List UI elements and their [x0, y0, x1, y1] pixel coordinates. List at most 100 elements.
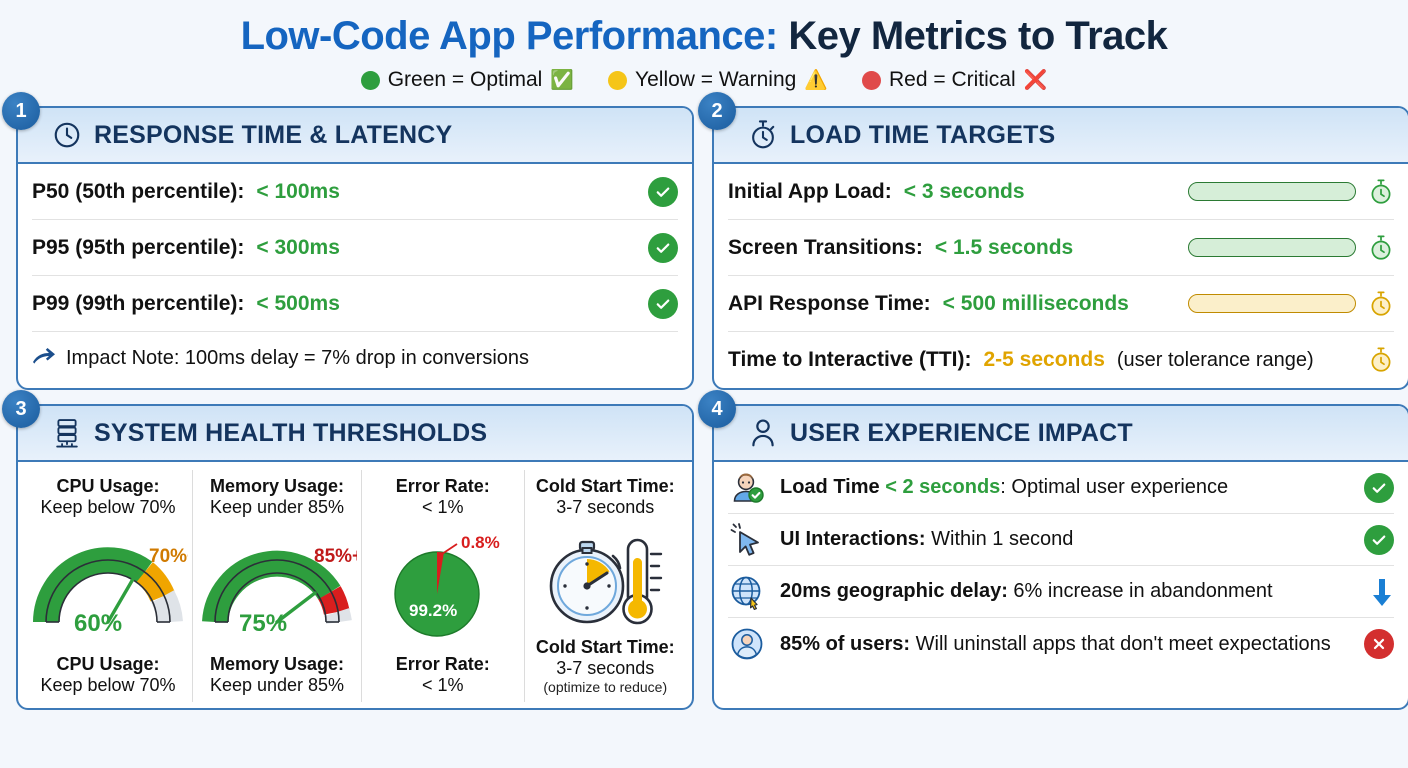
metric-label: Screen Transitions:	[728, 235, 923, 259]
page-title: Low-Code App Performance: Key Metrics to…	[0, 0, 1408, 58]
status-ok-icon	[1364, 524, 1394, 555]
column-top-label: Memory Usage: Keep under 85%	[210, 476, 344, 518]
panel-response-time: 1 RESPONSE TIME & LATENCY P50 (50th perc…	[2, 92, 694, 390]
clock-icon	[52, 120, 82, 150]
memory-threshold-label: 85%+	[314, 546, 357, 567]
ux-highlight: < 2 seconds	[885, 476, 1001, 498]
memory-gauge-chart: 85%+ 75%	[197, 520, 357, 651]
panel-body-2: Initial App Load: < 3 seconds Screen Tra…	[714, 164, 1408, 388]
column-key: Cold Start Time:	[535, 476, 675, 496]
health-column-cpu: CPU Usage: Keep below 70%	[24, 470, 193, 702]
metric-value: < 300ms	[256, 235, 340, 259]
panel-title-1: RESPONSE TIME & LATENCY	[94, 120, 453, 149]
column-key: Memory Usage:	[209, 476, 345, 496]
column-value: Keep under 85%	[209, 497, 345, 518]
person-check-icon	[728, 469, 766, 507]
panel-header-4: USER EXPERIENCE IMPACT	[714, 406, 1408, 462]
column-key: Error Rate:	[395, 476, 490, 496]
column-key: Memory Usage:	[209, 653, 345, 674]
column-bottom-label: Error Rate: < 1%	[396, 654, 490, 696]
health-column-cold-start: Cold Start Time: 3-7 seconds	[525, 470, 687, 702]
column-value: 3-7 seconds	[556, 658, 655, 679]
ux-rest: : Optimal user experience	[1000, 476, 1229, 498]
column-bottom-label: Memory Usage: Keep under 85%	[210, 654, 344, 696]
stopwatch-icon	[748, 119, 778, 151]
metric-value: < 3 seconds	[903, 179, 1025, 203]
ux-rest: Will uninstall apps that don't meet expe…	[910, 632, 1331, 655]
column-key: CPU Usage:	[56, 653, 160, 674]
cpu-gauge-chart: 70%+ 60%	[28, 520, 188, 651]
thermometer-icon	[622, 538, 663, 625]
metric-row: Time to Interactive (TTI): 2-5 seconds (…	[728, 332, 1394, 388]
column-value: Keep below 70%	[40, 497, 176, 518]
metric-value: < 500 milliseconds	[942, 291, 1129, 315]
column-key: Error Rate:	[395, 653, 490, 674]
panel-body-4: Load Time < 2 seconds: Optimal user expe…	[714, 462, 1408, 670]
column-bottom-label: Cold Start Time: 3-7 seconds (optimize t…	[536, 637, 675, 696]
metric-label: Time to Interactive (TTI):	[728, 348, 972, 371]
legend-item-green: Green = Optimal ✅	[360, 68, 574, 92]
progress-bar	[1188, 294, 1356, 313]
metric-value: < 1.5 seconds	[934, 235, 1074, 259]
server-icon	[52, 417, 82, 449]
metric-label: API Response Time:	[728, 291, 931, 315]
panel-title-2: LOAD TIME TARGETS	[790, 120, 1056, 149]
column-top-label: Cold Start Time: 3-7 seconds	[536, 476, 675, 518]
panel-user-experience: 4 USER EXPERIENCE IMPACT	[698, 390, 1408, 710]
stopwatch-icon	[549, 540, 625, 624]
warning-sign-icon: ⚠️	[804, 69, 828, 91]
ux-text: 20ms geographic delay: 6% increase in ab…	[780, 580, 1273, 603]
panel-header-1: RESPONSE TIME & LATENCY	[18, 108, 692, 164]
metric-value: < 500ms	[256, 291, 340, 315]
column-bottom-label: CPU Usage: Keep below 70%	[40, 654, 175, 696]
metric-label: P99 (99th percentile):	[32, 291, 245, 315]
column-value: Keep below 70%	[40, 674, 176, 695]
column-value: < 1%	[421, 497, 464, 518]
legend-label-green: Green = Optimal	[387, 68, 543, 91]
column-value: 3-7 seconds	[556, 497, 655, 518]
column-key: Cold Start Time:	[535, 637, 675, 658]
person-avatar-icon	[728, 625, 766, 663]
cold-start-illustration	[539, 520, 671, 635]
title-part-1: Low-Code App Performance:	[240, 14, 779, 58]
yellow-dot-icon	[608, 70, 628, 90]
impact-note-row: Impact Note: 100ms delay = 7% drop in co…	[32, 332, 678, 384]
ux-row: 20ms geographic delay: 6% increase in ab…	[728, 566, 1394, 618]
status-ok-icon	[648, 232, 678, 263]
ux-bold: UI Interactions:	[780, 528, 926, 550]
ux-bold: 85% of users:	[780, 632, 911, 655]
ux-text: 85% of users: Will uninstall apps that d…	[780, 633, 1331, 656]
ux-rest: Within 1 second	[925, 528, 1074, 550]
metric-row: P99 (99th percentile): < 500ms	[32, 276, 678, 332]
panel-number-badge-3: 3	[2, 390, 40, 428]
ux-row: Load Time < 2 seconds: Optimal user expe…	[728, 462, 1394, 514]
metric-label: Initial App Load:	[728, 179, 892, 203]
metric-row: P95 (95th percentile): < 300ms	[32, 220, 678, 276]
legend-item-yellow: Yellow = Warning ⚠️	[608, 68, 828, 92]
panel-body-3: CPU Usage: Keep below 70%	[18, 462, 692, 708]
stopwatch-icon	[1368, 346, 1394, 374]
impact-note-text: Impact Note: 100ms delay = 7% drop in co…	[66, 346, 530, 369]
metric-row: API Response Time: < 500 milliseconds	[728, 276, 1394, 332]
panel-title-3: SYSTEM HEALTH THRESHOLDS	[94, 418, 488, 447]
title-part-2: Key Metrics to Track	[788, 14, 1168, 58]
metric-suffix: (user tolerance range)	[1116, 348, 1314, 371]
cpu-threshold-label: 70%+	[149, 546, 188, 567]
stopwatch-icon	[1368, 290, 1394, 318]
metric-row: Initial App Load: < 3 seconds	[728, 164, 1394, 220]
status-bad-icon	[1364, 629, 1394, 659]
legend-label-yellow: Yellow = Warning	[635, 68, 797, 91]
status-ok-icon	[648, 288, 678, 319]
ux-bold: 20ms geographic delay:	[780, 580, 1008, 602]
metric-label: P95 (95th percentile):	[32, 235, 245, 259]
user-icon	[748, 417, 778, 449]
ux-row: UI Interactions: Within 1 second	[728, 514, 1394, 566]
ux-text: Load Time < 2 seconds: Optimal user expe…	[780, 476, 1228, 499]
column-top-label: Error Rate: < 1%	[396, 476, 490, 518]
column-value: < 1%	[421, 674, 464, 695]
stopwatch-icon	[1368, 178, 1394, 206]
status-ok-icon	[1364, 472, 1394, 503]
column-value: Keep under 85%	[209, 674, 345, 695]
cursor-click-icon	[728, 521, 766, 559]
